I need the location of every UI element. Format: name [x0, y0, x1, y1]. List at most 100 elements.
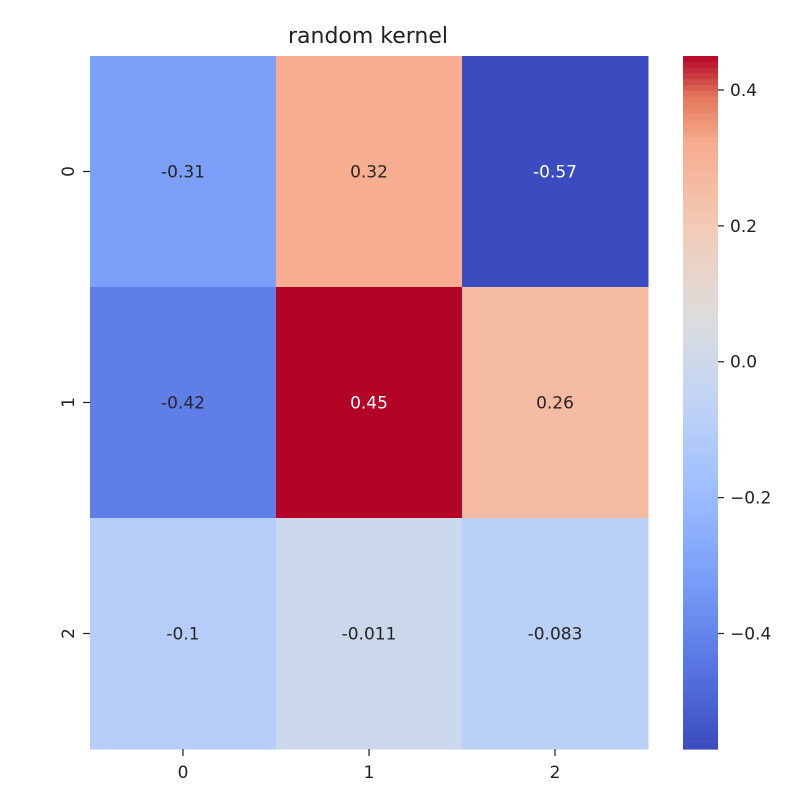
colorbar-segment: [683, 541, 718, 548]
colorbar-segment: [683, 506, 718, 513]
colorbar-segment: [683, 142, 718, 149]
colorbar-segment: [683, 419, 718, 427]
colorbar-segment: [683, 131, 718, 138]
cell-value-label: 0.32: [350, 163, 388, 183]
colorbar-tick-label: −0.2: [730, 489, 771, 509]
colorbar-segment: [683, 304, 718, 311]
colorbar-segment: [683, 148, 718, 155]
heatmap-cell-r2-c0: [90, 518, 277, 750]
heatmap-cell-r1-c0: [90, 287, 277, 519]
colorbar-segment: [683, 575, 718, 583]
colorbar-tick-label: 0.0: [730, 353, 757, 373]
colorbar-segment: [683, 136, 718, 144]
colorbar-segment: [683, 171, 718, 178]
colorbar-segment: [683, 414, 718, 421]
y-axis: 0 1 2: [59, 166, 90, 639]
colorbar-segment: [683, 437, 718, 444]
colorbar-segment: [683, 483, 718, 490]
colorbar-segment: [683, 656, 718, 663]
colorbar-segment: [683, 252, 718, 259]
colorbar-tick-label: 0.4: [730, 81, 757, 101]
colorbar-segment: [683, 673, 718, 681]
colorbar-segment: [683, 96, 718, 103]
colorbar-segment: [683, 356, 718, 363]
colorbar-segment: [683, 725, 718, 733]
heatmap-cells: -0.31 0.32 -0.57 -0.42 0.45 0.26 -0.1 -0.011 -0.…: [90, 56, 649, 750]
colorbar-segment: [683, 691, 718, 698]
cell-value-label: 0.26: [536, 394, 574, 414]
colorbar-segment: [683, 500, 718, 508]
chart-title: random kernel: [288, 24, 448, 49]
heatmap-cell-r0-c1: [276, 56, 463, 288]
colorbar-segment: [683, 460, 718, 467]
colorbar-segment: [683, 442, 718, 450]
colorbar-segment: [683, 211, 718, 219]
colorbar-segment: [683, 119, 718, 126]
cell-value-label: -0.011: [342, 625, 397, 645]
colorbar-segment: [683, 454, 718, 461]
colorbar-segment: [683, 67, 718, 74]
colorbar-segment: [683, 321, 718, 329]
colorbar-segment: [683, 396, 718, 404]
colorbar-segment: [683, 240, 718, 248]
colorbar-segment: [683, 344, 718, 352]
colorbar-segment: [683, 494, 718, 502]
heatmap-cell-r2-c1: [276, 518, 463, 750]
colorbar-segment: [683, 518, 718, 525]
colorbar-segment: [683, 183, 718, 190]
colorbar-segment: [683, 56, 718, 63]
colorbar-segment: [683, 650, 718, 658]
cell-value-label: 0.45: [350, 394, 388, 414]
colorbar-tick-label: −0.4: [730, 625, 771, 645]
heatmap-cell-r1-c1: [276, 287, 463, 519]
colorbar-segment: [683, 621, 718, 629]
colorbar-segment: [683, 390, 718, 398]
colorbar-segment: [683, 154, 718, 161]
colorbar-segment: [683, 679, 718, 687]
colorbar-segment: [683, 235, 718, 242]
colorbar-segment: [683, 408, 718, 415]
colorbar-segment: [683, 598, 718, 606]
colorbar-segment: [683, 258, 718, 265]
colorbar-segment: [683, 523, 718, 531]
colorbar-segment: [683, 90, 718, 98]
colorbar-segment: [683, 315, 718, 323]
colorbar-segment: [683, 327, 718, 334]
colorbar-segment: [683, 362, 718, 369]
heatmap-cell-r0-c0: [90, 56, 277, 288]
colorbar-segment: [683, 587, 718, 594]
cell-value-label: -0.31: [161, 163, 205, 183]
colorbar-segment: [683, 287, 718, 294]
colorbar-segment: [683, 564, 718, 571]
y-tick-label: 2: [59, 628, 79, 639]
colorbar-segment: [683, 281, 718, 288]
colorbar-segment: [683, 350, 718, 357]
colorbar-segment: [683, 379, 718, 386]
colorbar-segment: [683, 431, 718, 438]
colorbar-segment: [683, 581, 718, 588]
colorbar-segment: [683, 292, 718, 300]
colorbar: 0.4 0.2 0.0 −0.2 −0.4: [683, 56, 771, 750]
colorbar-segment: [683, 165, 718, 173]
colorbar-segment: [683, 275, 718, 282]
colorbar-segment: [683, 546, 718, 554]
colorbar-segment: [683, 569, 718, 577]
colorbar-segment: [683, 73, 718, 80]
colorbar-segment: [683, 206, 718, 213]
colorbar-segment: [683, 708, 718, 715]
colorbar-segment: [683, 113, 718, 121]
colorbar-segment: [683, 102, 718, 109]
colorbar-segment: [683, 367, 718, 375]
colorbar-segment: [683, 402, 718, 409]
colorbar-segment: [683, 229, 718, 236]
colorbar-segment: [683, 731, 718, 739]
heatmap-cell-r2-c2: [462, 518, 649, 750]
colorbar-segment: [683, 310, 718, 317]
x-tick-label: 2: [550, 763, 561, 783]
colorbar-segment: [683, 743, 718, 750]
colorbar-segment: [683, 471, 718, 479]
cell-value-label: -0.42: [161, 394, 205, 414]
colorbar-segment: [683, 610, 718, 617]
